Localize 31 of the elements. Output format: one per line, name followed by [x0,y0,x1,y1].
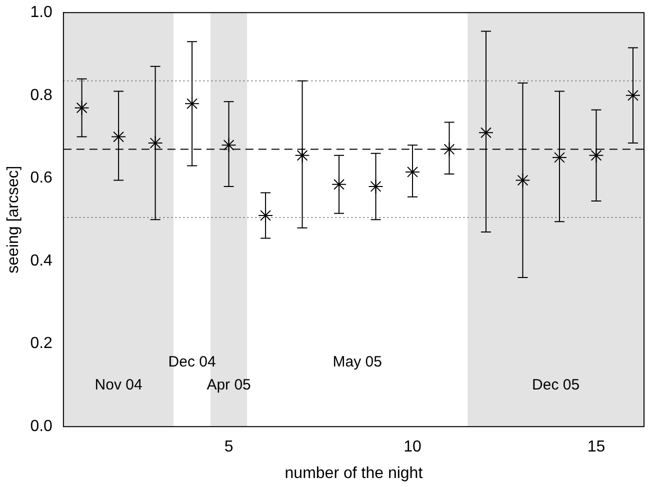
point [552,150,567,165]
point [184,96,200,112]
y-tick-label: 0.4 [30,252,53,270]
band-label: Nov 04 [94,376,142,394]
point [294,148,310,163]
point [405,164,420,180]
x-tick-label: 15 [587,438,606,456]
band-label: Apr 05 [206,376,251,394]
band-label: May 05 [332,354,382,371]
point [368,178,384,194]
point [588,148,604,163]
point [221,138,236,153]
y-tick-label: 0.8 [30,86,53,104]
y-tick-label: 0.0 [30,418,53,436]
band-label: Dec 04 [168,354,216,371]
point [515,172,530,188]
point [148,136,163,151]
y-tick-label: 0.6 [30,170,53,187]
x-tick-label: 5 [224,438,234,456]
point [332,176,347,192]
point [111,129,126,144]
y-axis-title: seeing [arcsec] [5,166,22,274]
point [258,208,274,223]
point [442,142,457,157]
y-tick-label: 0.2 [30,335,53,352]
band-label: Dec 05 [532,376,580,394]
x-axis-title: number of the night [284,464,424,482]
point [74,100,90,116]
point [625,88,640,103]
y-tick-label: 1.0 [30,4,53,22]
x-tick-label: 10 [404,438,422,456]
